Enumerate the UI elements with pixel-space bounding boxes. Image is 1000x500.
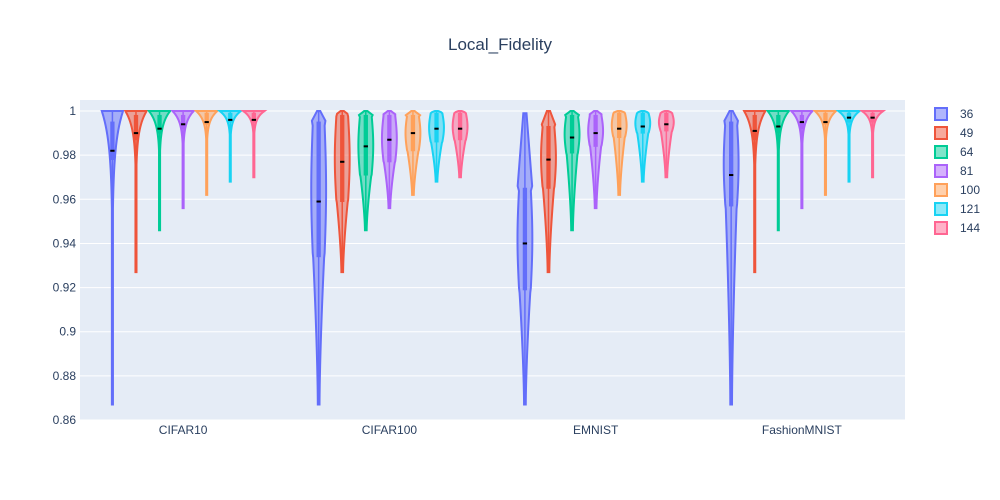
violin-series-36 bbox=[100, 110, 740, 406]
chart-title: Local_Fidelity bbox=[448, 35, 552, 54]
y-tick-label: 0.88 bbox=[53, 369, 77, 383]
legend-label: 100 bbox=[960, 183, 980, 197]
violin-series-81 bbox=[170, 110, 815, 210]
legend-label: 64 bbox=[960, 145, 974, 159]
legend[interactable]: 36 49 64 81 100 121 144 bbox=[934, 107, 980, 235]
legend-swatch bbox=[934, 126, 948, 140]
x-tick-label: EMNIST bbox=[573, 423, 619, 437]
y-axis-ticks: 0.86 0.88 0.9 0.92 0.94 0.96 0.98 1 bbox=[53, 104, 77, 427]
legend-label: 121 bbox=[960, 202, 980, 216]
x-tick-label: FashionMNIST bbox=[762, 423, 843, 437]
legend-item-100[interactable]: 100 bbox=[934, 183, 980, 197]
legend-swatch bbox=[934, 202, 948, 216]
legend-item-144[interactable]: 144 bbox=[934, 221, 980, 235]
legend-item-64[interactable]: 64 bbox=[934, 145, 974, 159]
legend-item-121[interactable]: 121 bbox=[934, 202, 980, 216]
legend-label: 49 bbox=[960, 126, 974, 140]
x-tick-label: CIFAR100 bbox=[362, 423, 418, 437]
x-axis-ticks: CIFAR10 CIFAR100 EMNIST FashionMNIST bbox=[159, 423, 843, 437]
legend-swatch bbox=[934, 164, 948, 178]
legend-swatch bbox=[934, 145, 948, 159]
legend-label: 36 bbox=[960, 107, 974, 121]
violin-series-49 bbox=[123, 110, 768, 274]
x-tick-label: CIFAR10 bbox=[159, 423, 208, 437]
y-tick-label: 0.92 bbox=[53, 281, 77, 295]
violin-series-64 bbox=[146, 110, 791, 232]
violin-series-100 bbox=[193, 110, 839, 196]
y-tick-label: 0.86 bbox=[53, 413, 77, 427]
legend-swatch bbox=[934, 107, 948, 121]
legend-label: 81 bbox=[960, 164, 974, 178]
y-tick-label: 0.96 bbox=[53, 192, 77, 206]
legend-item-49[interactable]: 49 bbox=[934, 126, 974, 140]
y-tick-label: 0.94 bbox=[53, 236, 77, 250]
violin-series bbox=[100, 110, 887, 406]
y-tick-label: 0.9 bbox=[59, 325, 76, 339]
legend-label: 144 bbox=[960, 221, 980, 235]
legend-item-81[interactable]: 81 bbox=[934, 164, 974, 178]
legend-swatch bbox=[934, 221, 948, 235]
violin-series-121 bbox=[216, 110, 863, 183]
y-tick-label: 0.98 bbox=[53, 148, 77, 162]
plot-area bbox=[80, 100, 905, 420]
y-tick-label: 1 bbox=[69, 104, 76, 118]
violin-series-144 bbox=[240, 110, 887, 179]
legend-swatch bbox=[934, 183, 948, 197]
legend-item-36[interactable]: 36 bbox=[934, 107, 974, 121]
